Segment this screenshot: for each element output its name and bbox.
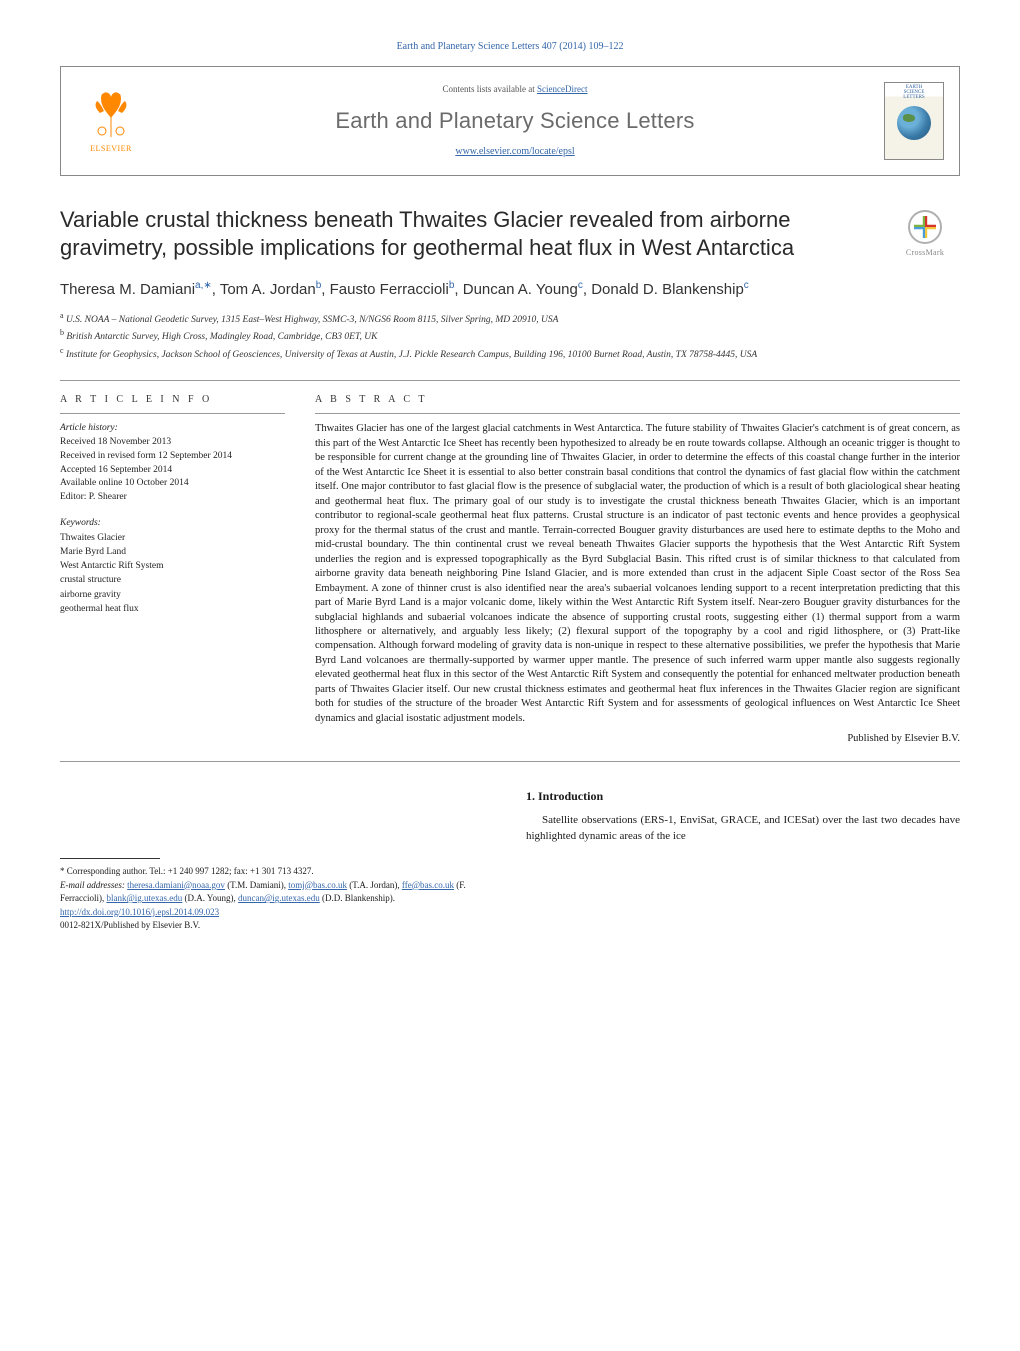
author-email-link[interactable]: duncan@ig.utexas.edu: [238, 893, 320, 903]
sciencedirect-link[interactable]: ScienceDirect: [537, 84, 587, 94]
divider: [60, 380, 960, 381]
keyword: geothermal heat flux: [60, 602, 285, 616]
article-info-column: A R T I C L E I N F O Article history: R…: [60, 393, 285, 747]
history-revised: Received in revised form 12 September 20…: [60, 450, 285, 464]
author-affil-marker: b: [449, 280, 455, 291]
divider: [315, 413, 960, 414]
keyword: Marie Byrd Land: [60, 545, 285, 559]
corresponding-author-footnote: * Corresponding author. Tel.: +1 240 997…: [60, 865, 494, 906]
author-affil-marker: b: [316, 280, 322, 291]
author-affil-marker: c: [744, 280, 749, 291]
author-email-link[interactable]: blank@ig.utexas.edu: [106, 893, 182, 903]
history-heading: Article history:: [60, 422, 285, 436]
keywords-heading: Keywords:: [60, 517, 285, 531]
keyword: airborne gravity: [60, 588, 285, 602]
elsevier-logo-text: ELSEVIER: [90, 143, 132, 154]
doi-line: http://dx.doi.org/10.1016/j.epsl.2014.09…: [60, 906, 494, 920]
email-label: E-mail addresses:: [60, 880, 125, 890]
contents-lists-line: Contents lists available at ScienceDirec…: [443, 83, 588, 96]
asterisk: *: [60, 866, 67, 876]
affiliation-b: b British Antarctic Survey, High Cross, …: [60, 327, 960, 344]
author-name: Donald D. Blankenship: [591, 281, 744, 298]
history-online: Available online 10 October 2014: [60, 477, 285, 491]
author-name: Theresa M. Damiani: [60, 281, 195, 298]
article-title: Variable crustal thickness beneath Thwai…: [60, 206, 872, 261]
publisher-logo-cell: ELSEVIER: [61, 67, 161, 175]
crossmark-icon: [908, 210, 942, 244]
cover-title-line3: LETTERS: [903, 95, 924, 100]
history-accepted: Accepted 16 September 2014: [60, 464, 285, 478]
crossmark-label: CrossMark: [906, 247, 944, 258]
abstract-text: Thwaites Glacier has one of the largest …: [315, 422, 960, 726]
introduction-text: Satellite observations (ERS-1, EnviSat, …: [526, 813, 960, 845]
crossmark-badge[interactable]: CrossMark: [890, 210, 960, 258]
article-info-label: A R T I C L E I N F O: [60, 393, 285, 407]
journal-name: Earth and Planetary Science Letters: [335, 106, 694, 137]
keyword-list: Thwaites Glacier Marie Byrd Land West An…: [60, 531, 285, 617]
article-history: Article history: Received 18 November 20…: [60, 422, 285, 505]
doi-link[interactable]: http://dx.doi.org/10.1016/j.epsl.2014.09…: [60, 907, 219, 917]
header-center: Contents lists available at ScienceDirec…: [161, 67, 869, 175]
intro-paragraph: Satellite observations (ERS-1, EnviSat, …: [526, 813, 960, 845]
keyword: Thwaites Glacier: [60, 531, 285, 545]
author-affil-marker: a,∗: [195, 280, 212, 291]
journal-cover-cell: EARTH SCIENCE LETTERS: [869, 67, 959, 175]
author-name: Duncan A. Young: [463, 281, 578, 298]
email-who: (D.D. Blankenship): [322, 893, 393, 903]
history-received: Received 18 November 2013: [60, 436, 285, 450]
affiliation-text: British Antarctic Survey, High Cross, Ma…: [66, 333, 377, 343]
right-column: 1. Introduction Satellite observations (…: [526, 788, 960, 933]
abstract-column: A B S T R A C T Thwaites Glacier has one…: [315, 393, 960, 747]
author-email-link[interactable]: theresa.damiani@noaa.gov: [127, 880, 225, 890]
citation-header: Earth and Planetary Science Letters 407 …: [60, 40, 960, 54]
author-email-link[interactable]: ffe@bas.co.uk: [402, 880, 454, 890]
email-who: (T.A. Jordan): [349, 880, 397, 890]
journal-homepage-link[interactable]: www.elsevier.com/locate/epsl: [455, 145, 574, 159]
contents-prefix: Contents lists available at: [443, 84, 537, 94]
history-editor: Editor: P. Shearer: [60, 491, 285, 505]
elsevier-logo: ELSEVIER: [84, 87, 138, 154]
footnote-divider: [60, 858, 160, 859]
keyword: crustal structure: [60, 573, 285, 587]
publisher-line: Published by Elsevier B.V.: [315, 732, 960, 747]
issn-line: 0012-821X/Published by Elsevier B.V.: [60, 919, 494, 933]
author-affil-marker: c: [578, 280, 583, 291]
author-email-link[interactable]: tomj@bas.co.uk: [288, 880, 347, 890]
divider: [60, 413, 285, 414]
email-who: (T.M. Damiani): [227, 880, 284, 890]
affiliation-text: Institute for Geophysics, Jackson School…: [66, 350, 757, 360]
elsevier-tree-icon: [84, 87, 138, 141]
affiliation-text: U.S. NOAA – National Geodetic Survey, 13…: [66, 315, 558, 325]
left-column: * Corresponding author. Tel.: +1 240 997…: [60, 788, 494, 933]
affiliation-a: a U.S. NOAA – National Geodetic Survey, …: [60, 310, 960, 327]
author-name: Tom A. Jordan: [220, 281, 316, 298]
keywords-block: Keywords: Thwaites Glacier Marie Byrd La…: [60, 517, 285, 616]
affiliation-c: c Institute for Geophysics, Jackson Scho…: [60, 345, 960, 362]
keyword: West Antarctic Rift System: [60, 559, 285, 573]
journal-cover: EARTH SCIENCE LETTERS: [884, 82, 944, 160]
cover-globe-icon: [897, 106, 931, 140]
abstract-label: A B S T R A C T: [315, 393, 960, 407]
corresponding-text: Corresponding author. Tel.: +1 240 997 1…: [67, 866, 314, 876]
author-list: Theresa M. Damiania,∗, Tom A. Jordanb, F…: [60, 279, 960, 300]
introduction-heading: 1. Introduction: [526, 788, 960, 805]
email-who: (D.A. Young): [185, 893, 234, 903]
author-name: Fausto Ferraccioli: [330, 281, 449, 298]
affiliations: a U.S. NOAA – National Geodetic Survey, …: [60, 310, 960, 362]
journal-header-bar: ELSEVIER Contents lists available at Sci…: [60, 66, 960, 176]
divider: [60, 761, 960, 762]
